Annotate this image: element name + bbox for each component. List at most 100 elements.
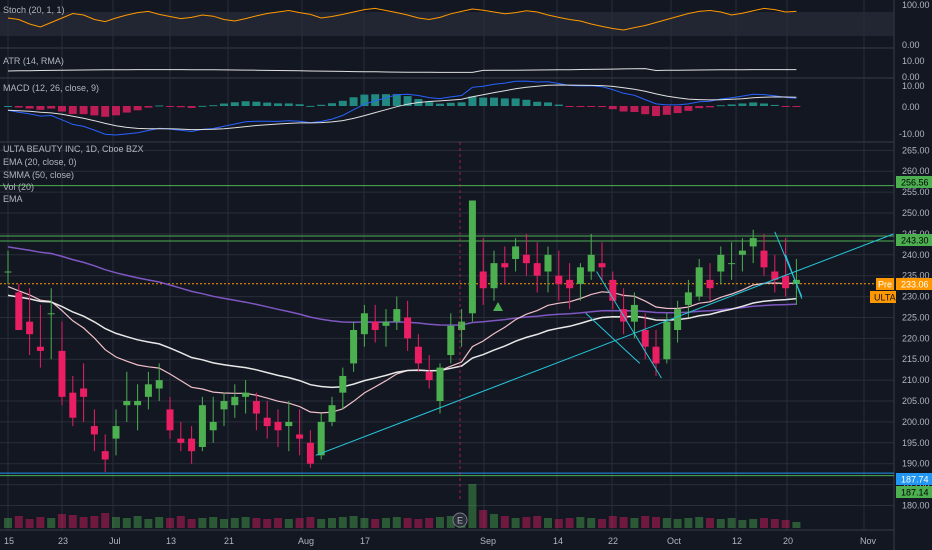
volume-bar — [425, 518, 434, 528]
volume-bar — [619, 517, 628, 528]
wedge-line-b — [785, 254, 803, 299]
badge-ulta — [870, 291, 896, 303]
candle-body — [512, 246, 520, 259]
macd-hist-bar — [436, 103, 444, 106]
stoch-tick-100: 100.00 — [902, 0, 930, 10]
volume-bar — [274, 518, 282, 528]
ema-line — [7, 294, 797, 389]
macd-hist-bar — [317, 104, 326, 106]
macd-hist-bar — [392, 94, 401, 106]
macd-hist-bar — [457, 102, 466, 106]
candle-body — [350, 330, 358, 364]
macd-hist-bar — [371, 94, 380, 106]
price-tick-11: 210.00 — [902, 375, 930, 385]
time-label-3: 13 — [166, 536, 176, 546]
volume-bar — [770, 519, 779, 528]
macd-hist-bar — [4, 106, 12, 107]
candle-body — [393, 309, 401, 322]
macd-hist-bar — [79, 106, 88, 115]
volume-bar — [284, 519, 293, 528]
macd-hist-bar — [587, 106, 596, 107]
volume-bar — [187, 519, 196, 528]
volume-bar — [371, 519, 380, 528]
macd-hist-bar — [652, 106, 660, 117]
candle-body — [728, 263, 736, 265]
macd-hist-bar — [673, 106, 682, 114]
macd-hist-bar — [576, 106, 585, 107]
macd-hist-bar — [209, 105, 218, 107]
channel-line-a — [596, 271, 662, 379]
candle-body — [447, 325, 455, 356]
volume-bar — [587, 518, 596, 528]
macd-hist-bar — [382, 94, 390, 106]
earnings-marker-label: E — [457, 516, 463, 526]
macd-hist-bar — [25, 106, 34, 109]
atr-tick-0: 0.00 — [902, 72, 920, 82]
candle-body — [792, 279, 800, 285]
volume-bar — [14, 516, 23, 528]
macd-hist-bar — [684, 106, 693, 111]
badge-256-text: 256.56 — [901, 178, 929, 188]
candle-body — [371, 321, 379, 330]
time-label-5: Aug — [298, 536, 314, 546]
candle-body — [47, 313, 55, 315]
volume-bar — [209, 517, 218, 528]
candle-body — [274, 421, 282, 431]
candle-body — [609, 279, 617, 301]
volume-bar — [662, 518, 671, 528]
candle-body — [782, 275, 790, 289]
macd-hist-bar — [716, 105, 725, 107]
macd-hist-bar — [306, 105, 315, 107]
macd-tick-10: 10.00 — [902, 81, 925, 91]
volume-bar — [641, 516, 650, 528]
price-tick-7: 230.00 — [902, 292, 930, 302]
volume-bar — [652, 517, 660, 528]
macd-hist-bar — [241, 101, 250, 106]
volume-bar — [79, 517, 88, 528]
macd-hist-bar — [295, 104, 304, 106]
signal-line — [7, 84, 797, 131]
atr-label: ATR (14, RMA) — [3, 56, 64, 66]
candle-body — [285, 421, 293, 427]
volume-bar — [792, 522, 801, 528]
macd-hist-bar — [468, 96, 477, 106]
candle-body — [468, 200, 476, 314]
candle-body — [188, 438, 196, 452]
volume-bar — [317, 519, 326, 528]
macd-hist-bar — [619, 106, 628, 112]
badge-18714-text: 187.14 — [901, 488, 929, 498]
candle-body — [458, 321, 466, 330]
volume-bar — [306, 517, 315, 528]
volume-bar — [608, 516, 617, 528]
volume-bar — [101, 513, 110, 528]
candle-body — [717, 254, 725, 272]
macd-hist-bar — [662, 106, 671, 115]
volume-bar — [522, 517, 531, 528]
volume-bars — [4, 484, 801, 528]
volume-bar — [403, 518, 412, 528]
volume-bar — [565, 518, 574, 528]
candle-body — [404, 317, 412, 339]
volume-bar — [90, 516, 99, 528]
candle-body — [80, 388, 88, 397]
candle-body — [166, 409, 174, 431]
candle-body — [414, 346, 422, 364]
time-label-8: 14 — [553, 536, 563, 546]
candle-body — [58, 350, 66, 397]
indicator-ema20: EMA (20, close, 0) — [3, 157, 77, 167]
main-panel: 265.00 260.00 255.00 250.00 245.00 240.00 235.… — [0, 142, 930, 528]
candle-body — [134, 401, 142, 406]
candle-body — [90, 426, 98, 435]
macd-hist-bar — [36, 106, 45, 110]
volume-bar — [58, 514, 66, 528]
macd-hist-bar — [198, 105, 207, 107]
earnings-marker[interactable] — [452, 512, 468, 528]
price-tick-12: 205.00 — [902, 396, 930, 406]
volume-bar — [500, 516, 509, 528]
candle-body — [490, 263, 498, 289]
macd-hist-bar — [230, 102, 239, 106]
candle-body — [144, 384, 152, 397]
macd-hist-bar — [155, 105, 164, 107]
volume-bar — [263, 519, 272, 528]
